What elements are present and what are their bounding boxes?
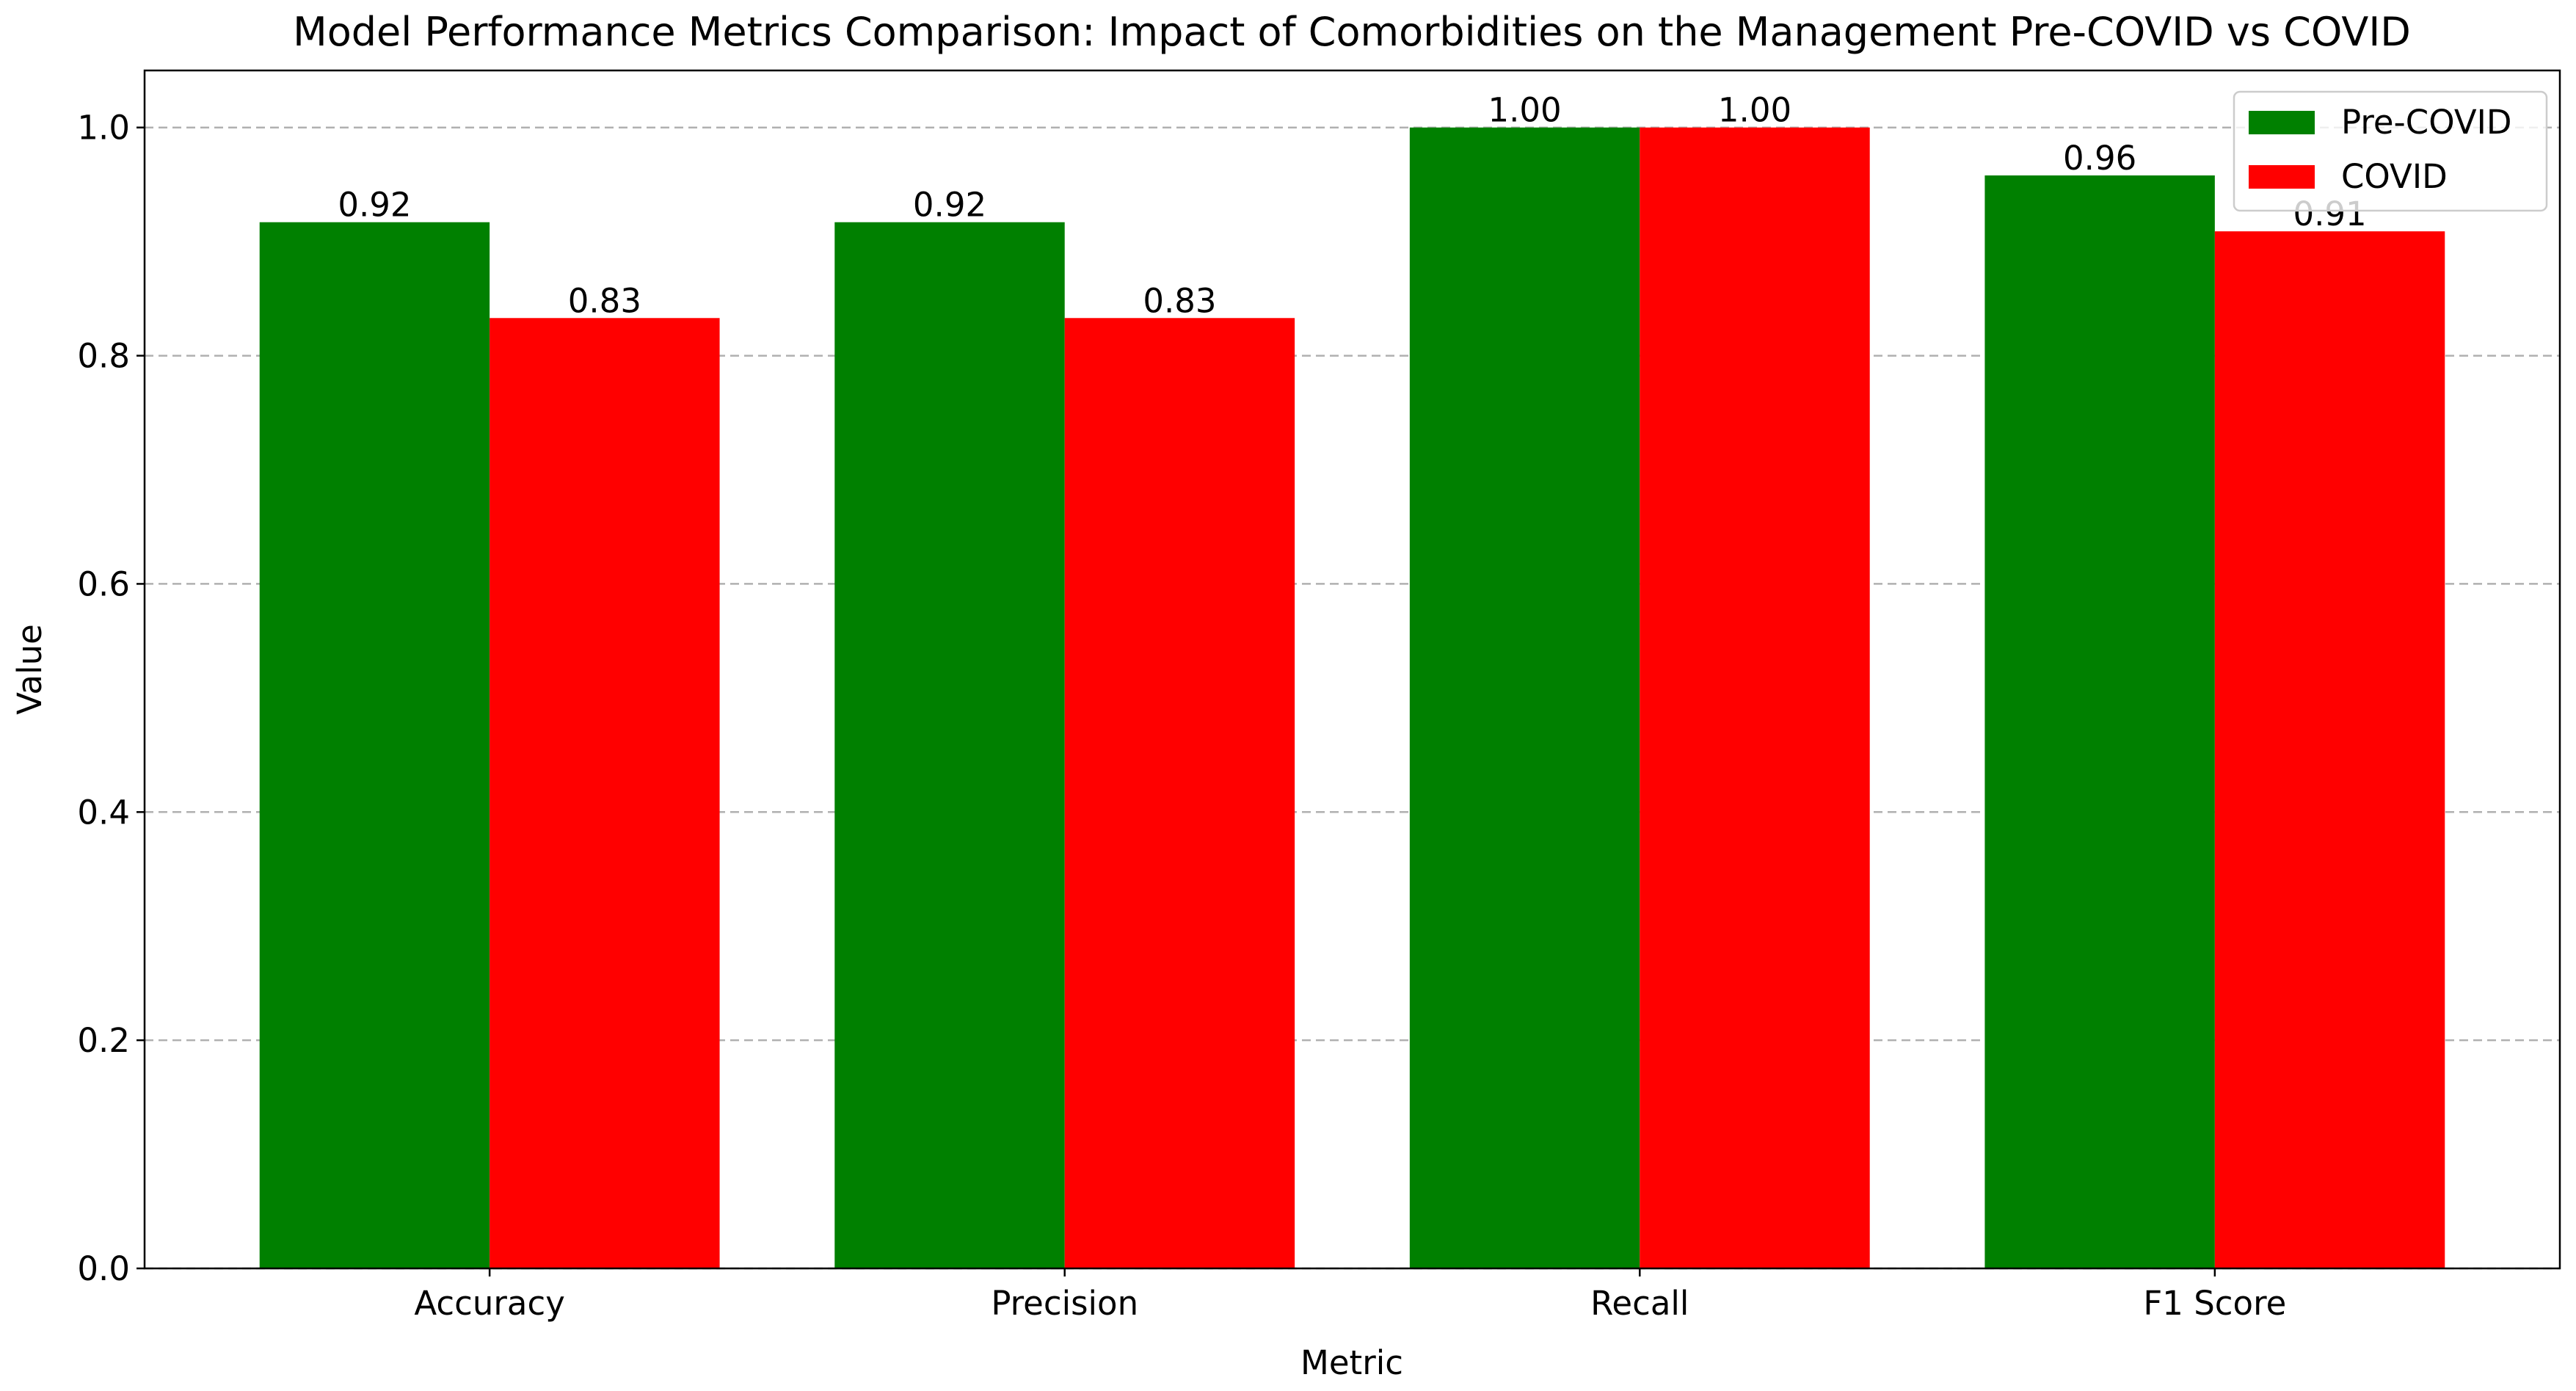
- bar: [1640, 127, 1870, 1269]
- y-axis-label: Value: [10, 624, 49, 715]
- x-tick-label: Recall: [1590, 1284, 1689, 1323]
- x-tick-label: Accuracy: [414, 1284, 564, 1323]
- value-label: 0.92: [913, 186, 986, 225]
- value-label: 0.96: [2063, 139, 2136, 178]
- y-tick-label: 0.0: [77, 1249, 130, 1288]
- bar: [1064, 318, 1295, 1268]
- legend-swatch: [2249, 165, 2315, 189]
- y-tick-label: 0.4: [77, 793, 130, 832]
- legend: Pre-COVID COVID: [2233, 90, 2548, 212]
- bar: [1409, 127, 1640, 1269]
- legend-swatch: [2249, 111, 2315, 134]
- bar: [2214, 231, 2445, 1268]
- value-label: 0.92: [338, 186, 411, 225]
- bar: [1984, 175, 2215, 1269]
- chart-title: Model Performance Metrics Comparison: Im…: [293, 9, 2411, 55]
- y-tick-label: 1.0: [77, 109, 130, 148]
- legend-label: Pre-COVID: [2341, 103, 2512, 142]
- value-label: 1.00: [1488, 91, 1561, 130]
- bar: [834, 222, 1065, 1269]
- bar: [490, 318, 720, 1268]
- y-tick-label: 0.6: [77, 564, 130, 603]
- value-label: 0.83: [568, 281, 641, 320]
- axes-frame: [143, 69, 2561, 1270]
- bar: [259, 222, 490, 1269]
- legend-label: COVID: [2341, 157, 2448, 196]
- x-tick-label: Precision: [991, 1284, 1138, 1323]
- y-tick-label: 0.8: [77, 337, 130, 376]
- x-axis-label: Metric: [1300, 1343, 1403, 1382]
- y-tick-label: 0.2: [77, 1021, 130, 1060]
- x-tick-label: F1 Score: [2143, 1284, 2286, 1323]
- value-label: 1.00: [1718, 91, 1791, 130]
- value-label: 0.83: [1143, 281, 1216, 320]
